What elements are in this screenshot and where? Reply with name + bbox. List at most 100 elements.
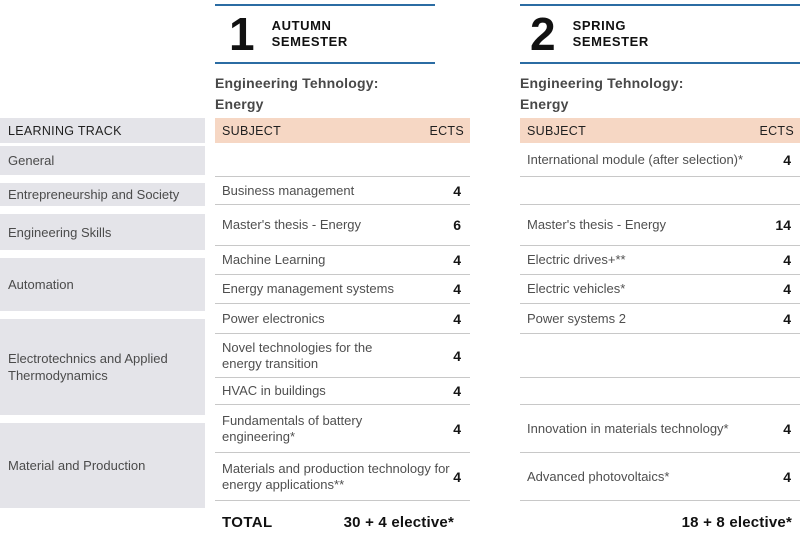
table-row: Materials and production technology for …: [215, 453, 470, 501]
ects-value: 4: [453, 383, 461, 399]
semester-2-header: 2 SPRING SEMESTER Engineering Tehnology:…: [520, 4, 800, 115]
autumn-subjects-column: SUBJECT ECTS Business management 4 Maste…: [215, 118, 470, 539]
program-name-line2: Energy: [215, 96, 264, 112]
total-label: TOTAL: [222, 513, 273, 531]
table-row: Energy management systems 4: [215, 275, 470, 304]
ects-value: 4: [783, 310, 791, 327]
ects-value: 4: [783, 468, 791, 485]
autumn-total-row: TOTAL 30 + 4 elective*: [215, 501, 470, 539]
track-label: General: [0, 146, 205, 175]
program-name-autumn: Engineering Tehnology: Energy: [215, 73, 470, 115]
table-row: Master's thesis - Energy 14: [520, 205, 800, 246]
program-name-line1: Engineering Tehnology:: [215, 75, 379, 91]
subject-cell: Electric drives+**: [527, 252, 626, 267]
ects-value: 4: [783, 252, 791, 268]
ects-value: 4: [783, 420, 791, 437]
bottom-rule-spring: [520, 62, 800, 64]
program-name-line1: Engineering Tehnology:: [520, 75, 684, 91]
ects-value: 4: [453, 281, 461, 297]
track-zone-engineering-skills: Engineering Skills: [0, 214, 205, 255]
subject-cell: Energy management systems: [222, 281, 394, 296]
subject-cell: Business management: [222, 182, 355, 198]
semester-2-name: SPRING SEMESTER: [573, 18, 649, 50]
semester-1-name-line1: AUTUMN: [271, 18, 332, 33]
semester-2-name-line1: SPRING: [572, 18, 627, 33]
learning-track-column: LEARNING TRACK General Entrepreneurship …: [0, 118, 205, 519]
subject-cell: Advanced photovoltaics*: [527, 468, 670, 484]
table-row: Master's thesis - Energy 6: [215, 205, 470, 246]
table-row: Novel technologies for the energy transi…: [215, 334, 470, 378]
ects-value: 4: [453, 182, 461, 199]
ects-value: 4: [453, 420, 461, 437]
subject-cell: Power systems 2: [527, 310, 626, 326]
table-row: Power electronics 4: [215, 304, 470, 334]
track-zone-electrotechnics: Electrotechnics and Applied Thermodynami…: [0, 319, 205, 420]
table-row: Power systems 2 4: [520, 304, 800, 334]
subject-cell: Innovation in materials technology*: [527, 420, 729, 436]
subject-cell: Novel technologies for the energy transi…: [222, 339, 373, 371]
table-row: Innovation in materials technology* 4: [520, 405, 800, 453]
table-row: Advanced photovoltaics* 4: [520, 453, 800, 501]
total-value: 18 + 8 elective*: [681, 513, 792, 531]
subject-cell: Master's thesis - Energy: [222, 217, 362, 232]
bottom-rule-autumn: [215, 62, 435, 64]
semester-1-name: AUTUMN SEMESTER: [272, 18, 348, 50]
total-value: 30 + 4 elective*: [343, 513, 454, 531]
track-label: Material and Production: [0, 423, 205, 508]
ects-header: ECTS: [759, 123, 794, 138]
subject-cell: International module (after selection)*: [527, 151, 744, 167]
ects-header: ECTS: [429, 123, 464, 138]
ects-value: 4: [453, 252, 461, 268]
semester-1-number: 1: [229, 8, 255, 60]
table-row: Machine Learning 4: [215, 246, 470, 275]
subject-cell: HVAC in buildings: [222, 383, 326, 398]
ects-value: 6: [453, 217, 461, 233]
top-rule-spring: [520, 4, 800, 6]
ects-value: 4: [783, 281, 791, 297]
track-label: Engineering Skills: [0, 214, 205, 250]
ects-value: 4: [453, 310, 461, 327]
track-label: Entrepreneurship and Society: [0, 183, 205, 206]
table-row: Electric drives+** 4: [520, 246, 800, 275]
top-rule-autumn: [215, 4, 435, 6]
subject-cell: Materials and production technology for …: [222, 460, 450, 492]
learning-track-header: LEARNING TRACK: [0, 118, 205, 143]
table-row: Electric vehicles* 4: [520, 275, 800, 304]
semester-1-title: 1 AUTUMN SEMESTER: [215, 6, 470, 62]
program-name-spring: Engineering Tehnology: Energy: [520, 73, 800, 115]
table-row: [520, 378, 800, 405]
track-zone-entrepreneurship: Entrepreneurship and Society: [0, 183, 205, 211]
table-row: Fundamentals of battery engineering* 4: [215, 405, 470, 453]
semester-1-header: 1 AUTUMN SEMESTER Engineering Tehnology:…: [215, 4, 470, 115]
spring-subjects-column: SUBJECT ECTS International module (after…: [520, 118, 800, 539]
semester-2-name-line2: SEMESTER: [572, 34, 649, 49]
table-row: International module (after selection)* …: [520, 143, 800, 177]
subject-cell: Fundamentals of battery engineering*: [222, 412, 363, 444]
ects-value: 4: [453, 347, 461, 364]
ects-value: 14: [775, 217, 791, 233]
subject-cell: Master's thesis - Energy: [527, 217, 667, 232]
autumn-table-header: SUBJECT ECTS: [215, 118, 470, 143]
spring-table-header: SUBJECT ECTS: [520, 118, 800, 143]
track-zone-general: General: [0, 146, 205, 180]
track-zone-material-production: Material and Production: [0, 423, 205, 519]
table-row: [215, 143, 470, 177]
table-row: HVAC in buildings 4: [215, 378, 470, 405]
semester-1-name-line2: SEMESTER: [271, 34, 348, 49]
ects-value: 4: [783, 151, 791, 168]
subject-header: SUBJECT: [222, 123, 282, 138]
ects-value: 4: [453, 468, 461, 485]
subject-header: SUBJECT: [527, 123, 587, 138]
spring-total-row: 18 + 8 elective*: [520, 501, 800, 539]
semester-2-number: 2: [530, 8, 556, 60]
semester-2-title: 2 SPRING SEMESTER: [520, 6, 800, 62]
table-row: Business management 4: [215, 177, 470, 205]
table-row: [520, 177, 800, 205]
subject-cell: Electric vehicles*: [527, 281, 626, 296]
track-zone-automation: Automation: [0, 258, 205, 316]
subject-cell: Power electronics: [222, 310, 325, 326]
track-label: Automation: [0, 258, 205, 311]
subject-cell: Machine Learning: [222, 252, 326, 267]
track-label: Electrotechnics and Applied Thermodynami…: [0, 319, 205, 415]
